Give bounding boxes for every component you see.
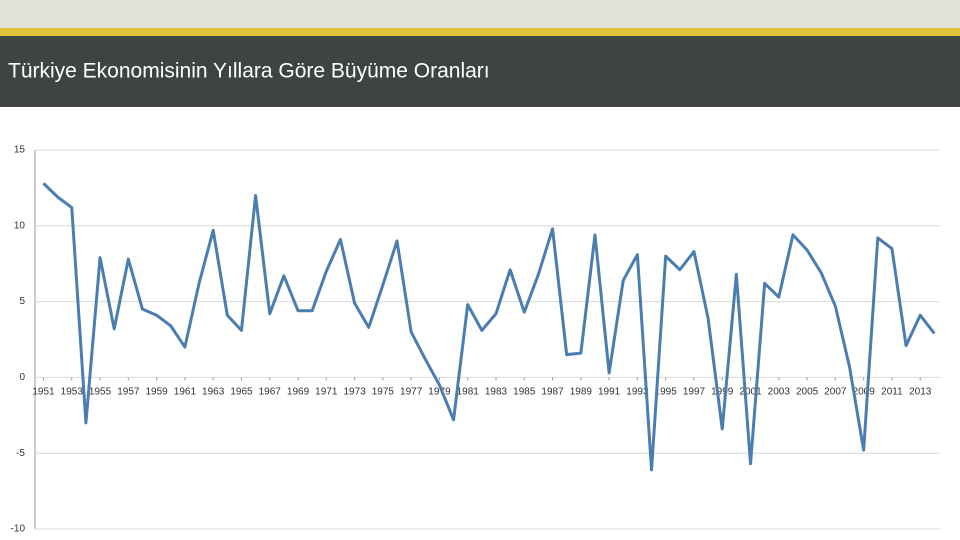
x-tick-label: 1961 [174, 387, 197, 398]
x-tick-label: 1981 [457, 387, 480, 398]
x-tick-label: 1951 [32, 387, 55, 398]
x-tick-label: 1983 [485, 387, 508, 398]
x-tick-label: 1985 [513, 387, 536, 398]
accent-stripe [0, 28, 960, 36]
top-band [0, 0, 960, 28]
x-tick-label: 2005 [796, 387, 819, 398]
x-tick-label: 2001 [739, 387, 762, 398]
x-tick-label: 1957 [117, 387, 140, 398]
y-tick-label: 0 [19, 372, 25, 383]
x-tick-label: 1955 [89, 387, 112, 398]
title-band [0, 36, 960, 107]
x-tick-label: 1959 [145, 387, 168, 398]
x-tick-label: 1971 [315, 387, 338, 398]
x-tick-label: 2003 [768, 387, 791, 398]
x-tick-label: 1991 [598, 387, 621, 398]
y-tick-label: 15 [14, 145, 26, 156]
series-line [42, 182, 936, 472]
y-tick-label: 5 [19, 296, 25, 307]
x-tick-label: 1979 [428, 387, 451, 398]
x-tick-label: 1963 [202, 387, 225, 398]
x-tick-label: 1989 [570, 387, 593, 398]
x-tick-label: 1987 [541, 387, 564, 398]
x-tick-label: 1997 [683, 387, 706, 398]
y-tick-label: 10 [14, 220, 26, 231]
y-tick-label: -10 [11, 524, 26, 535]
x-tick-label: 1977 [400, 387, 423, 398]
x-tick-label: 2009 [853, 387, 876, 398]
x-tick-label: 1975 [372, 387, 395, 398]
x-tick-label: 1973 [343, 387, 366, 398]
x-tick-label: 2011 [881, 387, 903, 398]
x-tick-label: 1999 [711, 387, 734, 398]
x-tick-label: 1967 [259, 387, 282, 398]
x-tick-label: 1953 [61, 387, 84, 398]
slide-title: Türkiye Ekonomisinin Yıllara Göre Büyüme… [8, 60, 490, 83]
x-tick-label: 1993 [626, 387, 649, 398]
x-tick-label: 1965 [230, 387, 253, 398]
x-tick-label: 2007 [824, 387, 847, 398]
x-tick-label: 1995 [655, 387, 678, 398]
x-tick-label: 2013 [909, 387, 932, 398]
y-tick-label: -5 [16, 448, 25, 459]
x-tick-label: 1969 [287, 387, 310, 398]
